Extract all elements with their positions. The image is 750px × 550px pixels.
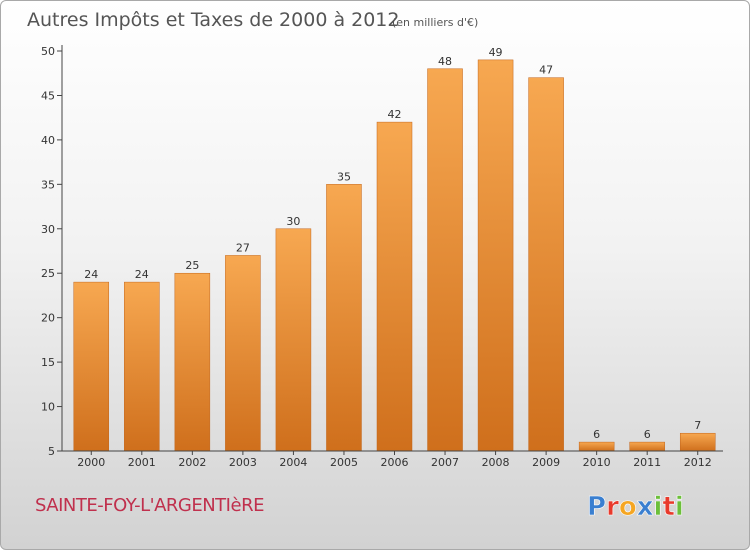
- value-label-2009: 47: [539, 64, 553, 77]
- value-label-2006: 42: [388, 108, 402, 121]
- bar-2002: [174, 272, 211, 452]
- bars: 24 24 25 27 30 35 42 48 49 47 6 6 7: [73, 46, 716, 452]
- bar-2004: [275, 228, 312, 452]
- y-tick-label: 25: [41, 267, 55, 280]
- proxiti-logo-text: Proxiti: [587, 492, 684, 522]
- bar-2005: [326, 184, 362, 452]
- chart-title: Autres Impôts et Taxes de 2000 à 2012: [27, 9, 400, 31]
- value-label-2003: 27: [236, 241, 250, 254]
- y-tick-label: 50: [41, 45, 55, 58]
- value-label-2004: 30: [286, 215, 300, 228]
- y-tick-label: 5: [48, 445, 55, 458]
- x-axis: 2000 2001 2002 2003 2004 2005 2006 2007 2008 2009…: [62, 450, 723, 469]
- bar-2007: [427, 68, 463, 452]
- value-label-2012: 7: [694, 419, 701, 432]
- bar-2003: [225, 255, 261, 452]
- y-tick-label: 10: [41, 401, 55, 414]
- value-label-2001: 24: [135, 268, 149, 281]
- logo-letter: i: [675, 492, 684, 522]
- x-tick-label-2007: 2007: [431, 456, 459, 469]
- bar-2001: [124, 281, 160, 452]
- x-tick-label-2006: 2006: [381, 456, 409, 469]
- y-tick-label: 40: [41, 134, 55, 147]
- y-tick-label: 30: [41, 223, 55, 236]
- x-tick-label-2002: 2002: [178, 456, 206, 469]
- x-tick-label-2003: 2003: [229, 456, 257, 469]
- logo-letter: o: [619, 492, 637, 522]
- bar-2012: [679, 432, 716, 452]
- value-label-2000: 24: [84, 268, 98, 281]
- logo-letter: r: [606, 492, 619, 522]
- bar-2006: [376, 121, 413, 452]
- x-tick-label-2008: 2008: [482, 456, 510, 469]
- bar-2000: [73, 281, 110, 452]
- proxiti-logo[interactable]: Proxiti: [585, 489, 695, 523]
- y-tick-label: 15: [41, 356, 55, 369]
- value-label-2010: 6: [593, 428, 600, 441]
- proxiti-logo-wordmark: Proxiti: [587, 492, 684, 523]
- y-tick-label: 45: [41, 89, 55, 102]
- place-name: SAINTE-FOY-L'ARGENTIèRE: [35, 495, 264, 516]
- logo-letter: t: [662, 492, 674, 522]
- bar-2009: [528, 77, 564, 452]
- x-tick-label-2004: 2004: [279, 456, 307, 469]
- x-tick-label-2001: 2001: [128, 456, 156, 469]
- bar-2011: [629, 441, 665, 452]
- y-tick-label: 20: [41, 312, 55, 325]
- bar-2008: [477, 59, 514, 452]
- logo-letter: i: [654, 492, 663, 522]
- x-tick-label-2009: 2009: [532, 456, 560, 469]
- value-label-2008: 49: [489, 46, 503, 59]
- x-tick-label-2010: 2010: [583, 456, 611, 469]
- value-label-2011: 6: [644, 428, 651, 441]
- logo-letter: x: [637, 492, 654, 522]
- value-label-2005: 35: [337, 170, 351, 183]
- x-tick-label-2011: 2011: [633, 456, 661, 469]
- x-tick-label-2005: 2005: [330, 456, 358, 469]
- bar-2010: [578, 441, 615, 452]
- logo-letter: P: [587, 492, 606, 522]
- y-tick-label: 35: [41, 178, 55, 191]
- x-tick-label-2012: 2012: [684, 456, 712, 469]
- value-label-2002: 25: [185, 259, 199, 272]
- y-axis: 5 10 15 20 25 30 35 40 45 50: [41, 45, 63, 458]
- chart-unit-note: (en milliers d'€): [392, 16, 478, 29]
- x-tick-label-2000: 2000: [77, 456, 105, 469]
- value-label-2007: 48: [438, 55, 452, 68]
